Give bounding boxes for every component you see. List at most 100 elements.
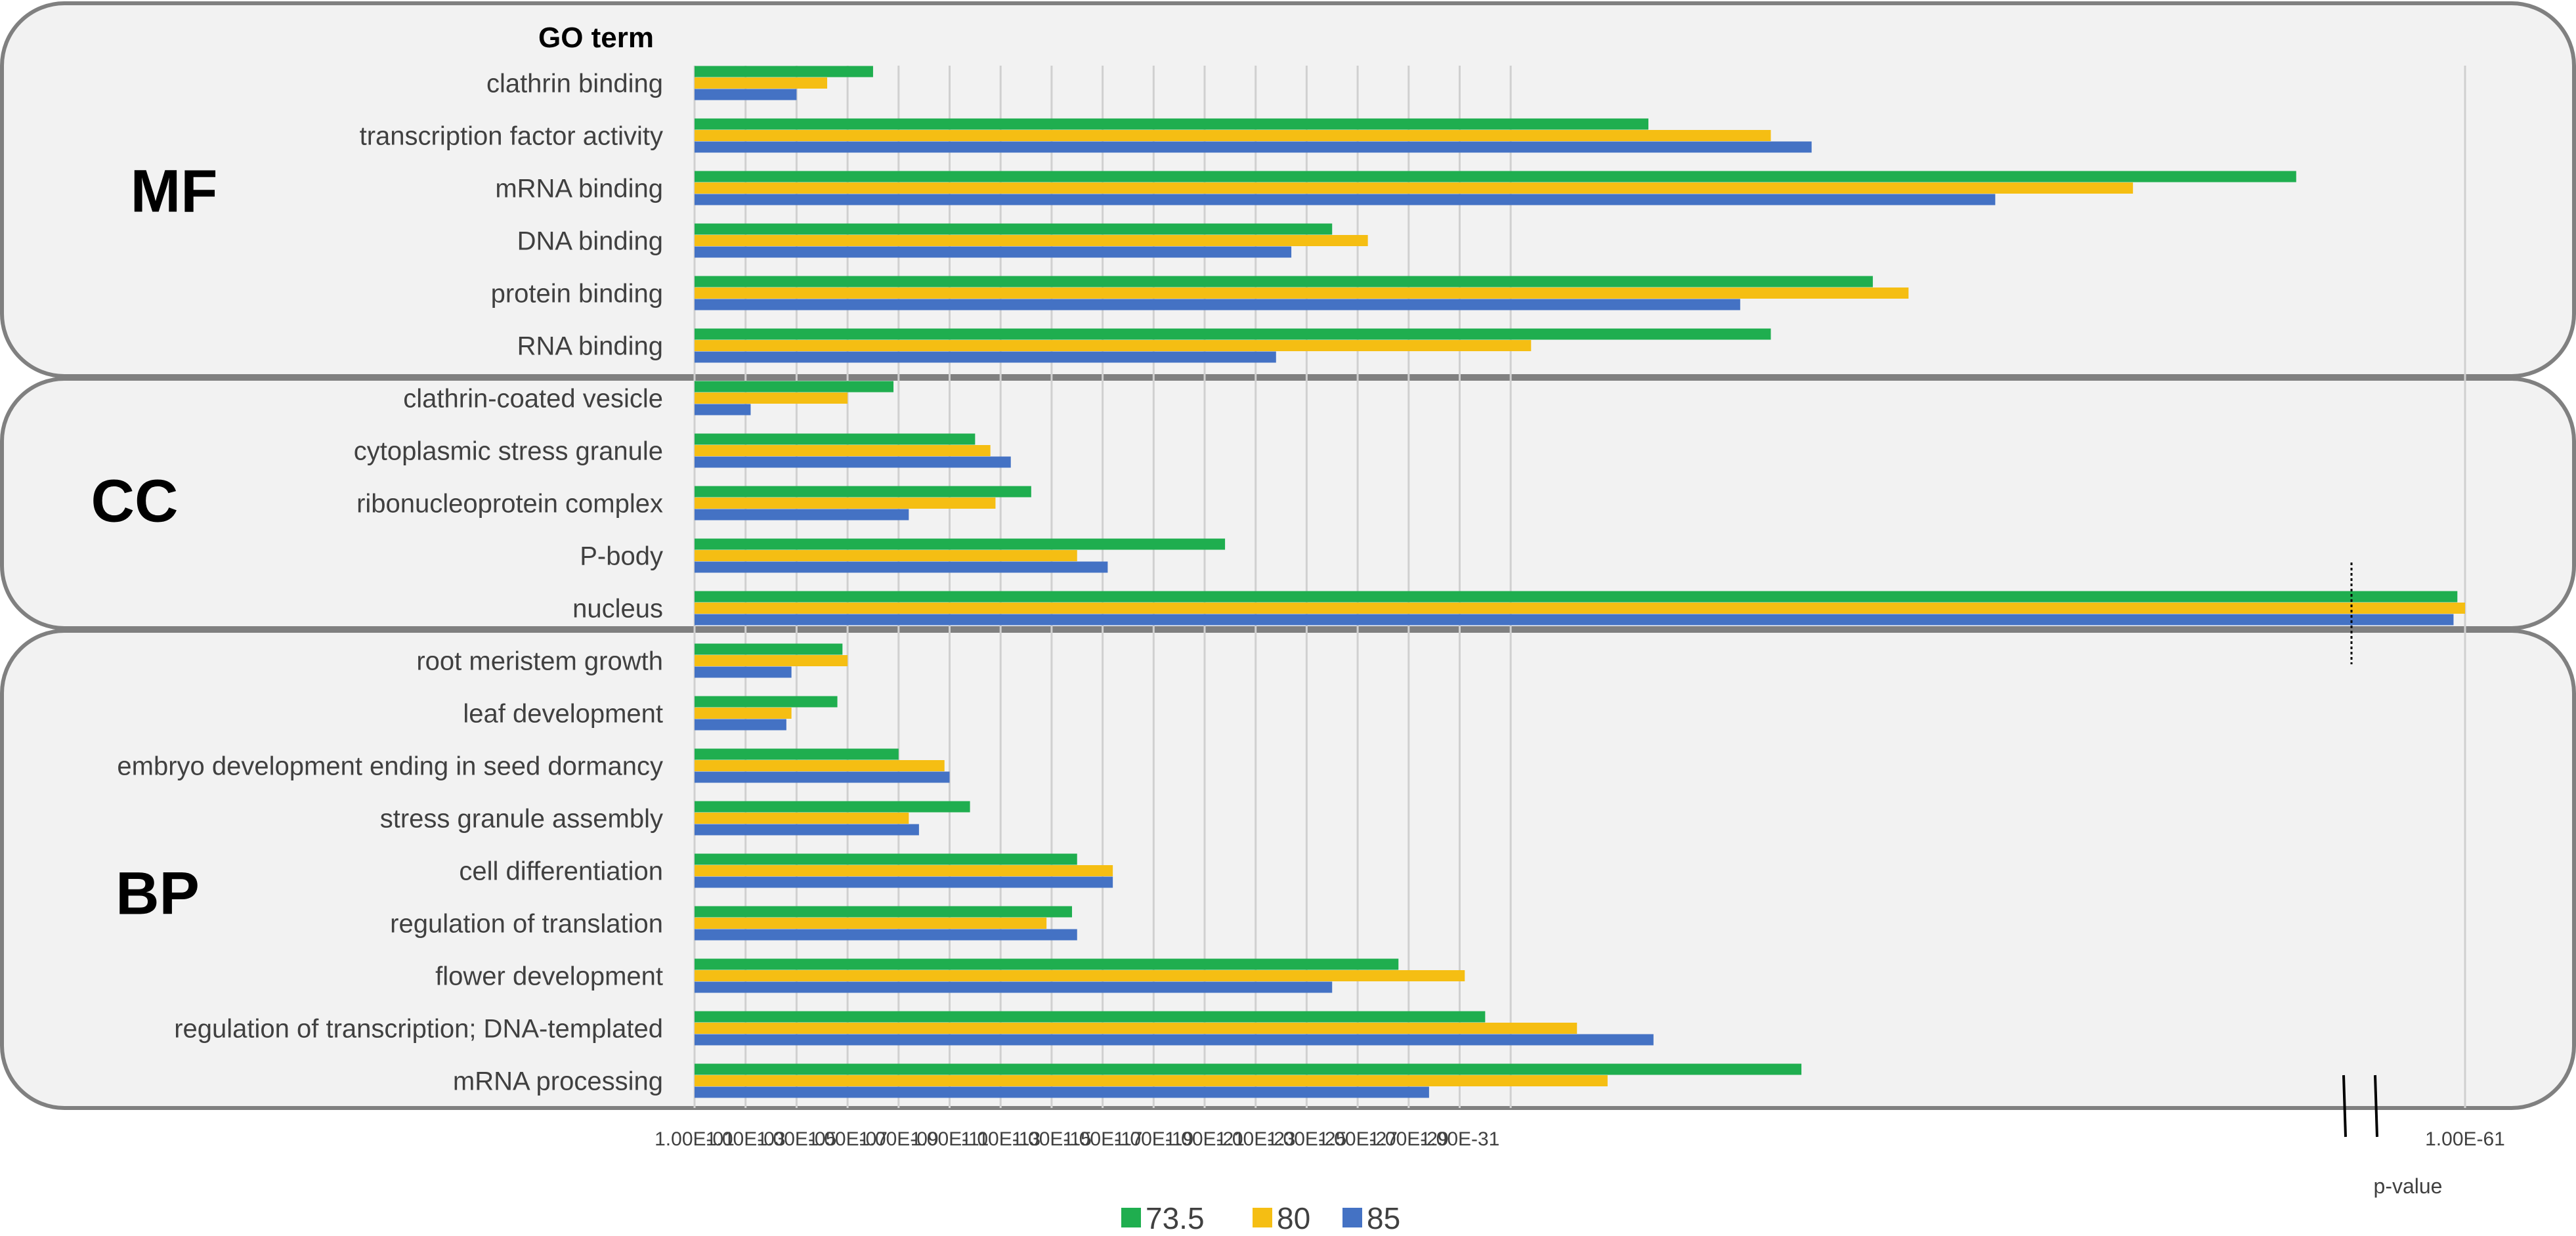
group-label-mf: MF <box>131 158 218 224</box>
category-label: transcription factor activity <box>360 122 663 151</box>
bar-85 <box>695 456 1011 468</box>
category-label: cytoplasmic stress granule <box>354 437 663 466</box>
bar-73-5 <box>695 801 970 813</box>
group-panel-bp <box>0 629 2576 1110</box>
bar-73-5 <box>695 748 899 760</box>
bar-73-5 <box>695 591 2458 603</box>
tick-label: 1.00E-13 <box>960 1128 1041 1150</box>
bar-73-5 <box>695 906 1072 918</box>
bars <box>695 66 2465 1098</box>
bar-80 <box>695 603 2465 614</box>
category-label: embryo development ending in seed dorman… <box>117 752 663 781</box>
bar-80 <box>695 708 792 719</box>
legend: 73.5 80 85 <box>1121 1201 1400 1235</box>
bar-73-5 <box>695 643 843 655</box>
category-label: clathrin binding <box>486 70 663 98</box>
bar-85 <box>695 1086 1429 1098</box>
bar-73-5 <box>695 118 1648 130</box>
category-label: protein binding <box>491 280 663 309</box>
group-panel-cc <box>0 377 2576 630</box>
category-label: mRNA binding <box>495 175 663 203</box>
bar-85 <box>695 404 751 416</box>
bar-73-5 <box>695 853 1077 865</box>
bar-80 <box>695 1023 1578 1034</box>
bar-73-5 <box>695 223 1333 235</box>
category-label: RNA binding <box>517 332 663 361</box>
bar-73-5 <box>695 958 1399 970</box>
tick-label: 1.00E-01 <box>655 1128 735 1150</box>
bar-85 <box>695 509 909 521</box>
bar-80 <box>695 918 1047 929</box>
category-label: cell differentiation <box>459 857 663 886</box>
legend-swatch-80 <box>1253 1208 1272 1227</box>
bar-85 <box>695 299 1740 310</box>
category-label: nucleus <box>572 595 663 624</box>
bar-85 <box>695 824 919 836</box>
category-label: P-body <box>580 542 663 571</box>
legend-label-73-5: 73.5 <box>1146 1201 1205 1235</box>
axis-break-mark <box>2342 1075 2347 1138</box>
bar-73-5 <box>695 486 1031 498</box>
bar-80 <box>695 760 945 771</box>
x-axis: 1.00E-011.00E-031.00E-051.00E-071.00E-09… <box>655 563 2505 1198</box>
bar-80 <box>695 235 1368 246</box>
category-label: regulation of translation <box>390 910 663 939</box>
bar-80 <box>695 655 848 666</box>
bar-85 <box>695 246 1292 258</box>
bar-85 <box>695 351 1276 363</box>
bar-80 <box>695 182 2134 194</box>
bar-85 <box>695 1034 1654 1046</box>
bar-80 <box>695 77 828 89</box>
bar-73-5 <box>695 1063 1802 1075</box>
bar-85 <box>695 981 1333 993</box>
tick-label: 1.00E-25 <box>1267 1128 1347 1150</box>
bar-85 <box>695 719 786 731</box>
axis-break-mark <box>2374 1075 2378 1138</box>
group-label-cc: CC <box>91 467 179 534</box>
tick-label: 1.00E-09 <box>859 1128 939 1150</box>
category-label: flower development <box>435 962 663 991</box>
tick-label: 1.00E-03 <box>706 1128 786 1150</box>
category-label: mRNA processing <box>453 1067 663 1096</box>
tick-label: 1.00E-07 <box>807 1128 888 1150</box>
tick-label: 1.00E-15 <box>1012 1128 1092 1150</box>
bar-85 <box>695 876 1113 888</box>
tick-label: 1.00E-31 <box>1420 1128 1500 1150</box>
bar-80 <box>695 970 1465 981</box>
bar-73-5 <box>695 1011 1486 1023</box>
tick-label: 1.00E-21 <box>1165 1128 1245 1150</box>
tick-label: 1.00E-11 <box>911 1128 989 1150</box>
category-label: ribonucleoprotein complex <box>356 490 663 519</box>
bar-85 <box>695 614 2454 626</box>
bar-80 <box>695 813 909 824</box>
bar-80 <box>695 1075 1608 1086</box>
bar-80 <box>695 865 1113 876</box>
category-label: regulation of transcription; DNA-templat… <box>174 1015 663 1044</box>
bar-85 <box>695 89 797 100</box>
bar-85 <box>695 561 1108 573</box>
category-labels: GO term clathrin binding transcription fac… <box>117 22 663 1096</box>
tick-label: 1.00E-29 <box>1369 1128 1449 1150</box>
bar-73-5 <box>695 381 894 393</box>
category-label: DNA binding <box>517 227 663 256</box>
bar-85 <box>695 771 950 783</box>
tick-label: 1.00E-05 <box>757 1128 837 1150</box>
bar-73-5 <box>695 433 976 445</box>
category-label: stress granule assembly <box>380 805 663 834</box>
bar-73-5 <box>695 276 1873 288</box>
bar-80 <box>695 130 1771 141</box>
header-label: GO term <box>538 22 654 54</box>
legend-swatch-85 <box>1342 1208 1362 1227</box>
bar-80 <box>695 288 1909 299</box>
bar-80 <box>695 340 1532 351</box>
bar-73-5 <box>695 66 873 77</box>
legend-label-85: 85 <box>1367 1201 1400 1235</box>
bar-85 <box>695 194 1996 205</box>
tick-label: 1.00E-61 <box>2425 1128 2505 1150</box>
bar-80 <box>695 393 848 404</box>
tick-label: 1.00E-23 <box>1216 1128 1296 1150</box>
legend-label-80: 80 <box>1277 1201 1310 1235</box>
bar-73-5 <box>695 328 1771 340</box>
category-label: root meristem growth <box>416 647 663 676</box>
